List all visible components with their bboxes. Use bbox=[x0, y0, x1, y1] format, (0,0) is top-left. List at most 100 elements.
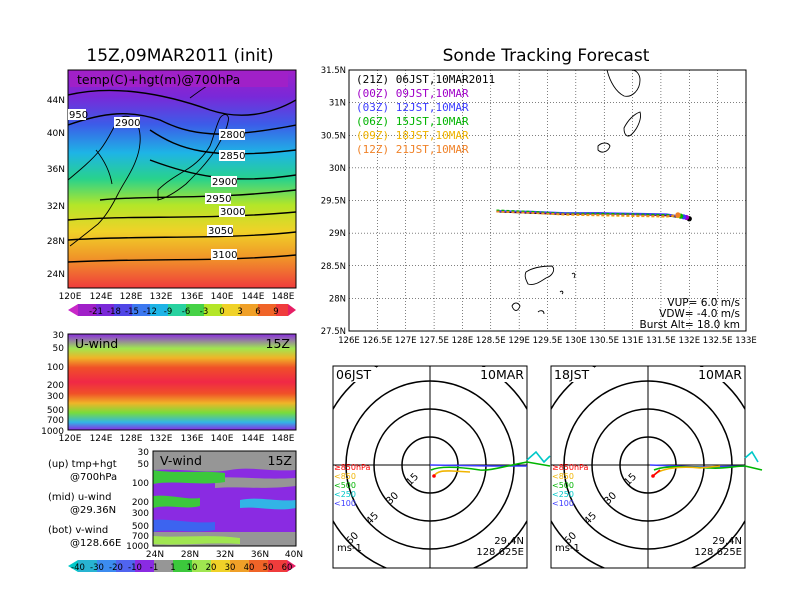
polar-right-date: 10MAR bbox=[698, 367, 742, 382]
lon-tick-label: 140E bbox=[211, 292, 234, 302]
lat-tick-label: 24N bbox=[146, 550, 164, 560]
colorbar-label: -40 bbox=[71, 563, 85, 573]
p-tick-label: 50 bbox=[138, 460, 150, 470]
level-label: <500 bbox=[552, 481, 574, 490]
colorbar-label: -3 bbox=[200, 307, 208, 317]
lat-tick-label: 24N bbox=[47, 270, 65, 280]
lat-tick-label: 40N bbox=[47, 129, 65, 139]
lon-tick-label: 132E bbox=[150, 292, 173, 302]
lat-tick-label: 29N bbox=[329, 229, 346, 239]
polar-panel-left: 06JST 10MAR ≥850hPa <850 <500 <250 <100 … bbox=[332, 365, 551, 569]
colorbar-label: -10 bbox=[128, 563, 142, 573]
p-tick-label: 100 bbox=[47, 363, 64, 373]
hodograph-right bbox=[649, 464, 745, 478]
lon-tick-label: 120E bbox=[59, 292, 82, 302]
level-label: <250 bbox=[552, 490, 574, 499]
p-tick-label: 500 bbox=[132, 522, 149, 532]
lat-tick-label: 28N bbox=[181, 550, 199, 560]
legend-entry-03z: (03Z) 12JST,10MAR bbox=[356, 101, 469, 114]
colorbar-label: -18 bbox=[107, 307, 121, 317]
track-lon-ticks: 126E 126.5E 127E 127.5E 128E 128.5E 129E 129.5E… bbox=[338, 336, 757, 346]
legend-entry-12z: (12Z) 21JST,10MAR bbox=[356, 143, 469, 156]
level-label: <850 bbox=[552, 472, 574, 481]
lat-tick-label: 36N bbox=[251, 550, 269, 560]
polar-right-lon: 128.625E bbox=[694, 547, 742, 558]
colorbar-label: 3 bbox=[237, 307, 242, 317]
lon-tick-label: 144E bbox=[242, 434, 265, 444]
p-tick-label: 30 bbox=[53, 331, 65, 341]
track-lines bbox=[496, 209, 692, 222]
uwind-time: 15Z bbox=[266, 336, 290, 351]
map-label-box bbox=[70, 71, 288, 87]
contour-label-extra: 950 bbox=[69, 110, 88, 121]
vup-text: VUP= 6.0 m/s bbox=[667, 297, 740, 309]
p-tick-label: 1000 bbox=[126, 542, 149, 552]
colorbar-label: -12 bbox=[143, 307, 157, 317]
legend-entry-09z: (09Z) 18JST,10MAR bbox=[356, 129, 469, 142]
lon-tick-label: 130.5E bbox=[589, 336, 619, 346]
polar-left-time: 06JST bbox=[336, 367, 372, 382]
polar-left-lat: 29.4N bbox=[494, 536, 524, 547]
lon-tick-label: 148E bbox=[272, 434, 295, 444]
lon-tick-label: 130E bbox=[565, 336, 587, 346]
uwind-label: U-wind bbox=[75, 336, 118, 351]
lon-tick-label: 129.5E bbox=[533, 336, 563, 346]
contour-labels: 950 2900 2800 2850 2900 2950 3000 3050 3… bbox=[68, 109, 245, 261]
lon-tick-label: 126.5E bbox=[362, 336, 392, 346]
lon-tick-label: 140E bbox=[211, 434, 234, 444]
hodograph-left bbox=[429, 461, 527, 478]
colorbar-label: 1 bbox=[170, 563, 175, 573]
level-label: <850 bbox=[334, 472, 356, 481]
colorbar-label: 10 bbox=[187, 563, 198, 573]
colorbar-label: 6 bbox=[255, 307, 260, 317]
lat-tick-label: 32N bbox=[216, 550, 234, 560]
colorbar-label: -30 bbox=[90, 563, 104, 573]
polar-left-level-legend: ≥850hPa <850 <500 <250 <100 bbox=[334, 463, 371, 508]
colorbar-label: 40 bbox=[244, 563, 255, 573]
p-tick-label: 300 bbox=[132, 509, 149, 519]
legend-up-line1: (up) tmp+hgt bbox=[48, 459, 117, 470]
lat-tick-label: 31N bbox=[329, 99, 346, 109]
level-label: ≥850hPa bbox=[334, 463, 371, 472]
lat-tick-label: 36N bbox=[47, 165, 65, 175]
polar-right-lat: 29.4N bbox=[712, 536, 742, 547]
lon-tick-label: 120E bbox=[59, 434, 82, 444]
vwind-time: 15Z bbox=[268, 453, 292, 468]
p-tick-label: 700 bbox=[47, 416, 64, 426]
legend-entry-06z: (06Z) 15JST,10MAR bbox=[356, 115, 469, 128]
wind-colorbar: -40 -30 -20 -10 -1 1 10 20 30 40 50 60 bbox=[68, 560, 296, 573]
polar-left-lon: 128.625E bbox=[476, 547, 524, 558]
lon-tick-label: 136E bbox=[181, 292, 204, 302]
lat-tick-label: 31.5N bbox=[321, 66, 346, 76]
lon-tick-label: 128.5E bbox=[476, 336, 506, 346]
lat-tick-label: 30N bbox=[329, 164, 346, 174]
lon-tick-label: 144E bbox=[242, 292, 265, 302]
p-tick-label: 30 bbox=[138, 448, 150, 458]
colorbar-label: -1 bbox=[150, 563, 158, 573]
polar-panel-right: 18JST 10MAR ≥850hPa <850 <500 <250 <100 … bbox=[550, 365, 763, 569]
colorbar-label: 60 bbox=[282, 563, 293, 573]
track-legend: (21Z) 06JST,10MAR2011 (00Z) 09JST,10MAR … bbox=[356, 73, 495, 156]
lon-tick-label: 124E bbox=[90, 434, 113, 444]
lon-tick-label: 128E bbox=[120, 292, 143, 302]
lon-tick-label: 132.5E bbox=[703, 336, 733, 346]
level-label: ≥850hPa bbox=[552, 463, 589, 472]
lon-tick-label: 132E bbox=[150, 434, 173, 444]
p-tick-label: 200 bbox=[132, 498, 149, 508]
polar-left-ring-labels: 15 30 45 60 bbox=[344, 471, 421, 547]
polar-right-level-legend: ≥850hPa <850 <500 <250 <100 bbox=[552, 463, 589, 508]
lat-tick-label: 28N bbox=[47, 237, 65, 247]
track-endpoint bbox=[675, 212, 681, 218]
lon-tick-label: 127.5E bbox=[419, 336, 449, 346]
colorbar-label: -15 bbox=[125, 307, 139, 317]
island-outlines bbox=[511, 69, 641, 315]
lat-tick-label: 27.5N bbox=[321, 327, 346, 337]
colorbar-label: 50 bbox=[263, 563, 274, 573]
contour-label: 2850 bbox=[220, 151, 245, 162]
contour-label: 3050 bbox=[208, 226, 233, 237]
uwind-panel: U-wind 15Z 30 50 100 200 300 500 700 100… bbox=[41, 331, 297, 444]
lon-tick-label: 131.5E bbox=[646, 336, 676, 346]
lon-tick-label: 127E bbox=[395, 336, 417, 346]
polar-left-unit: ms-1 bbox=[337, 543, 362, 554]
